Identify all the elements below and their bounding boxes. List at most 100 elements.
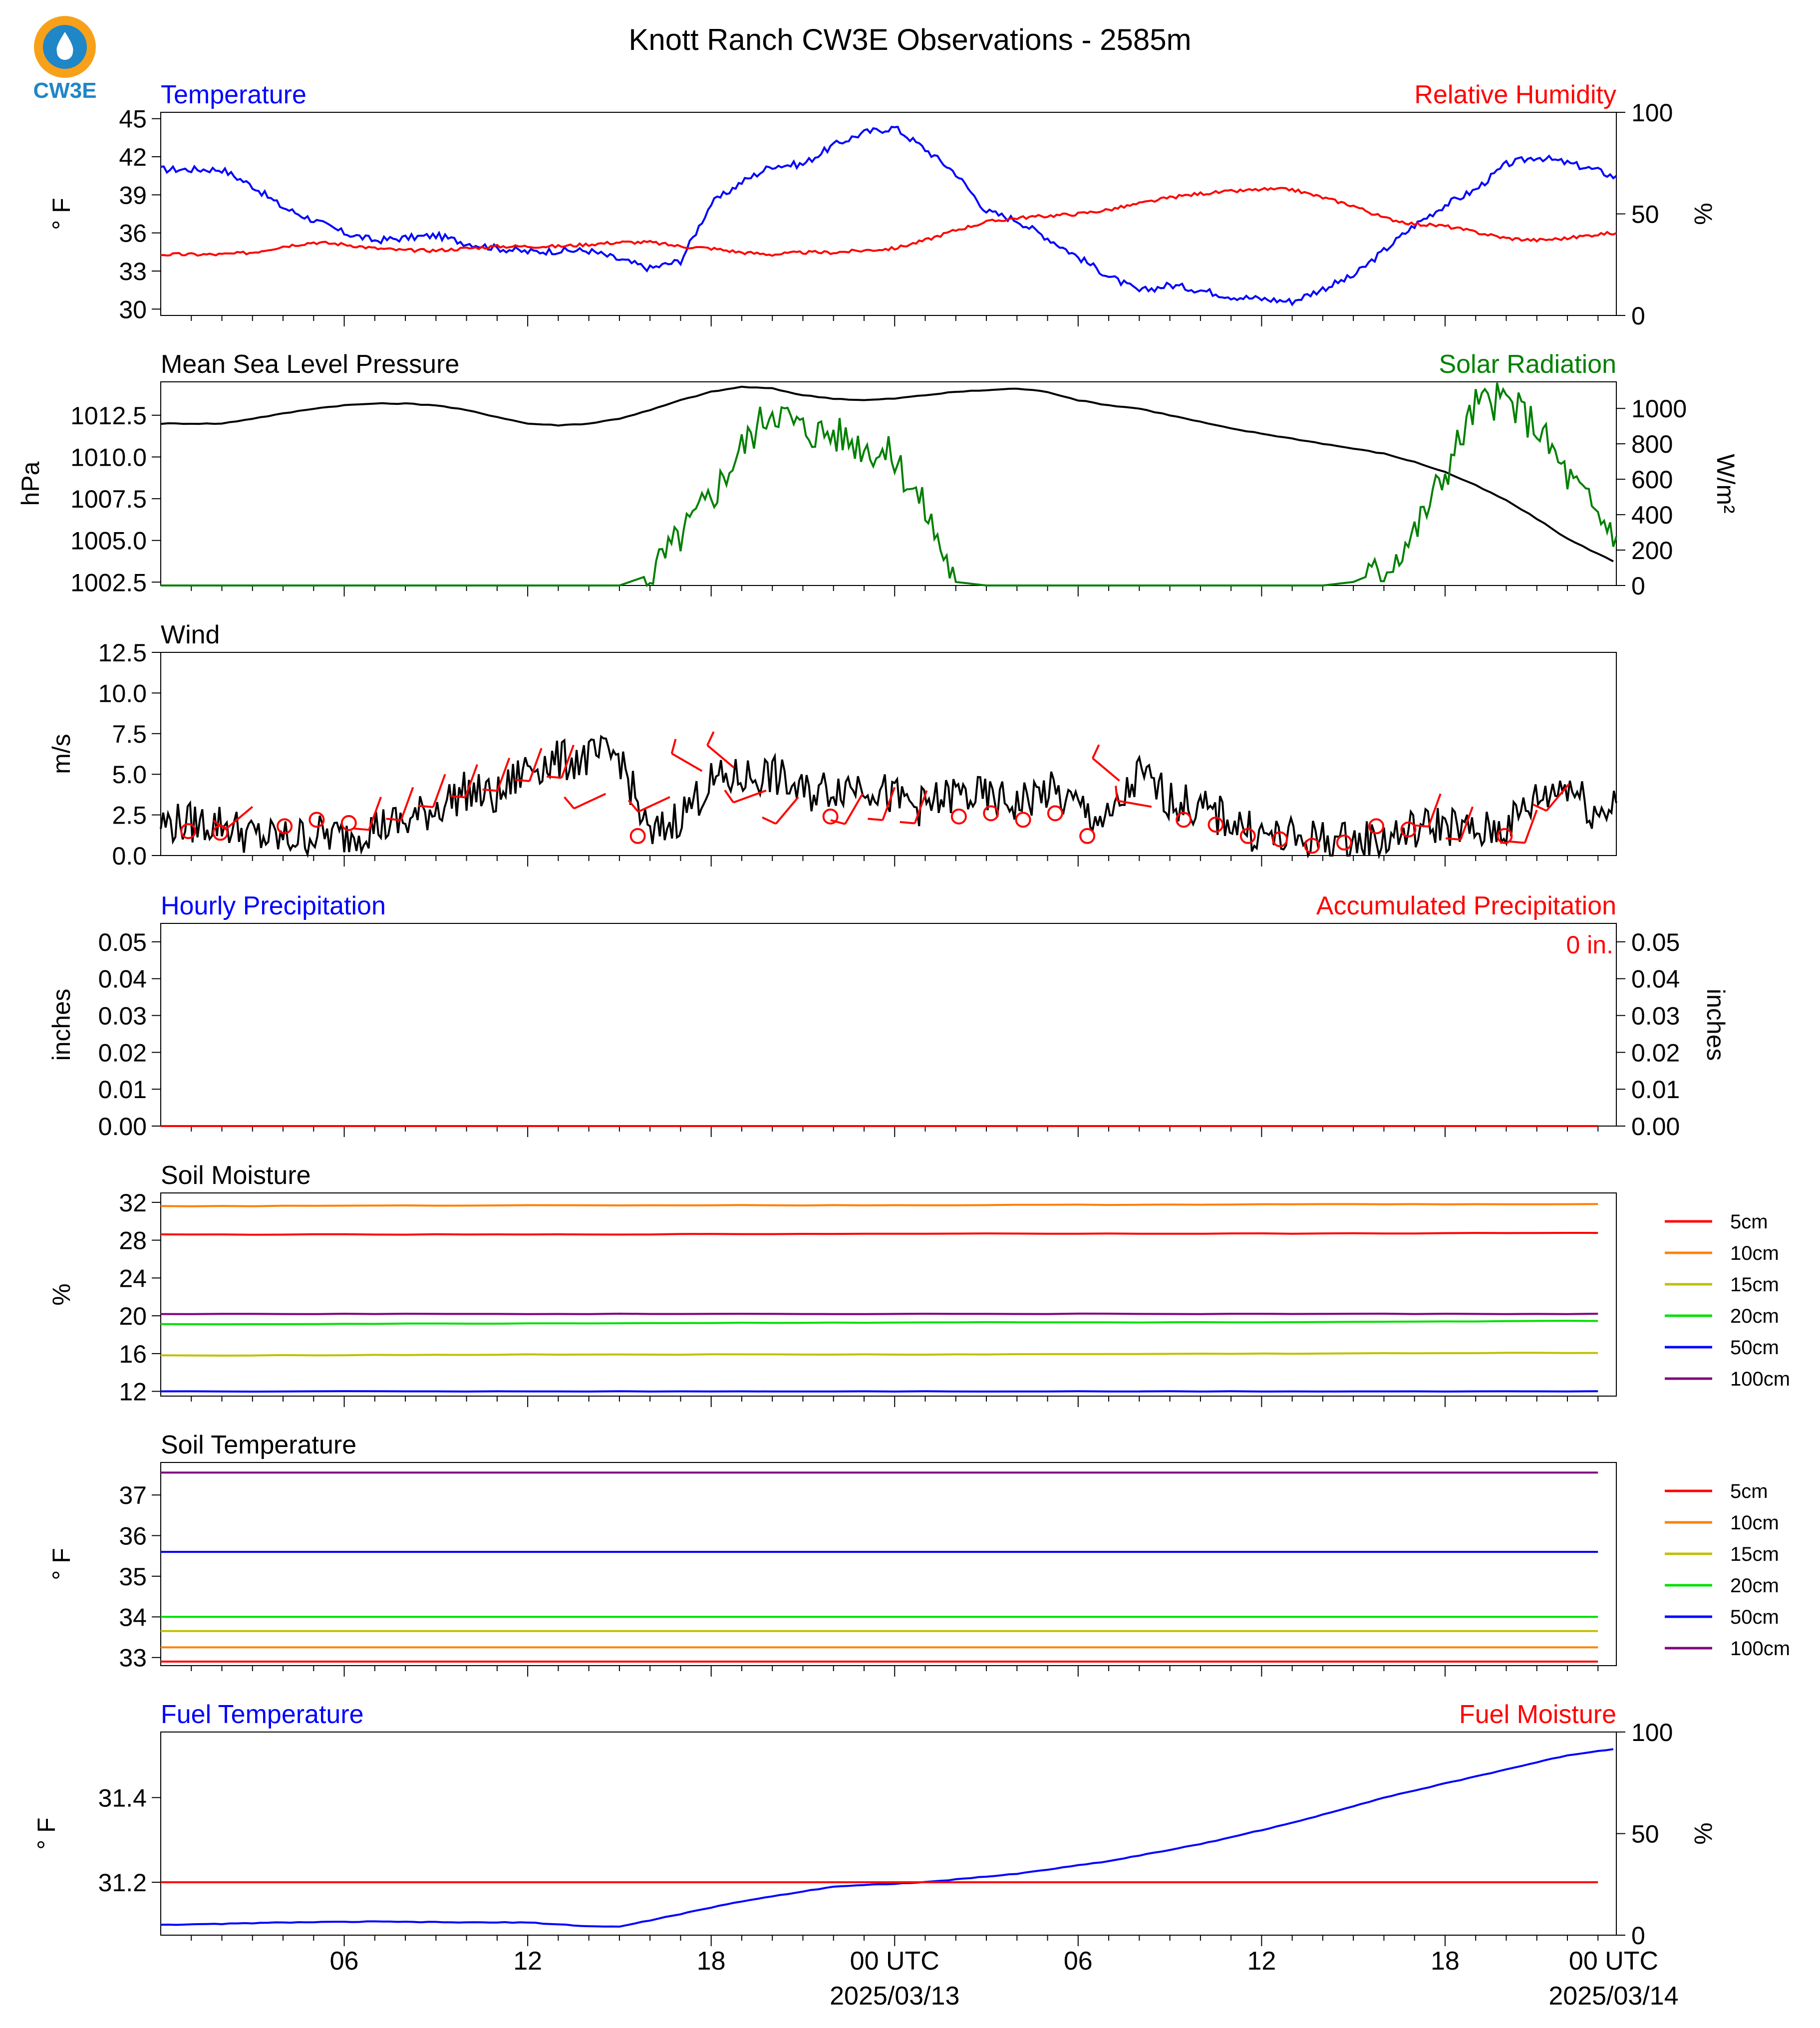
y-right-tick-label: 1000	[1631, 395, 1687, 423]
y-axis-label: ° F	[32, 1817, 60, 1849]
plot-frame	[160, 381, 1617, 586]
x-tick-label: 06	[1064, 1947, 1093, 1976]
series-line-15cm	[160, 1352, 1598, 1357]
wind-barb-shaft	[671, 752, 703, 772]
series-line-solar-radiation	[161, 382, 1617, 587]
wind-barb-flag	[213, 820, 227, 830]
wind-barb-calm	[1047, 805, 1063, 822]
wind-barb-flag	[706, 731, 715, 746]
wind-barb-flag	[830, 819, 846, 825]
accumulated-precip-annotation: 0 in.	[1566, 931, 1613, 959]
wind-barb-flag	[900, 821, 915, 825]
panel-precip: Hourly Precipitation Accumulated Precipit…	[47, 891, 1730, 1141]
wind-barb-calm	[277, 818, 293, 835]
wind-barb-calm	[1368, 818, 1385, 835]
panel-wind: Wind 0.0 2.5 5.0 7.5 10.0 12.5 m/s	[47, 620, 1617, 870]
wind-barb-calm	[1400, 821, 1417, 838]
cw3e-logo: CW3E	[33, 16, 97, 103]
y-axis-label-right: %	[1689, 1822, 1717, 1844]
panel-title-right: Solar Radiation	[1439, 350, 1616, 379]
series-line-relative-humidity	[160, 187, 1617, 257]
x-tick-label: 00 UTC	[850, 1947, 939, 1976]
y-tick-label: 0.00	[98, 1113, 147, 1141]
y-axis-label: hPa	[16, 461, 44, 506]
wind-barb-shaft	[368, 797, 382, 831]
y-tick-label: 33	[119, 1644, 147, 1672]
wind-barb-calm	[1336, 834, 1352, 851]
wind-barb-calm	[1208, 817, 1224, 833]
panel-title-left: Hourly Precipitation	[161, 891, 386, 920]
wind-barb-shaft	[496, 757, 511, 792]
wind-barb-flag	[354, 827, 369, 831]
y-tick-label: 0.0	[112, 842, 147, 870]
y-right-tick-label: 400	[1631, 501, 1673, 529]
y-tick-label: 7.5	[112, 720, 147, 748]
wind-barb-calm	[340, 815, 357, 831]
legend-label: 50cm	[1730, 1606, 1779, 1628]
x-date-label: 2025/03/14	[1548, 1982, 1678, 2011]
y-tick-label: 1012.5	[70, 402, 147, 430]
wind-barb-flag	[514, 779, 530, 782]
wind-barb-shaft	[225, 806, 254, 830]
wind-barb-flag	[1510, 841, 1525, 844]
y-axis-label-right: W/m²	[1712, 454, 1740, 513]
y-right-tick-label: 0.04	[1631, 965, 1680, 993]
legend-label: 5cm	[1730, 1211, 1768, 1233]
panel-title-left: Temperature	[161, 80, 306, 109]
wind-barb-shaft	[775, 796, 799, 825]
y-tick-label: 0.01	[98, 1076, 147, 1104]
wind-barb-calm	[1079, 828, 1096, 844]
wind-barb-calm	[1176, 812, 1192, 828]
wind-barb-flag	[762, 816, 777, 825]
y-tick-label: 1007.5	[70, 485, 147, 513]
y-tick-label: 12	[119, 1378, 147, 1406]
wind-barb-flag	[482, 788, 498, 792]
legend-label: 5cm	[1730, 1480, 1768, 1502]
y-tick-label: 0.03	[98, 1002, 147, 1030]
wind-barb-flag	[1115, 786, 1118, 801]
legend-label: 100cm	[1730, 1368, 1790, 1390]
wind-barb-shaft	[574, 793, 607, 810]
panel-title-right: Fuel Moisture	[1459, 1700, 1616, 1729]
cw3e-drop-logo-icon	[56, 32, 73, 60]
y-tick-label: 32	[119, 1189, 147, 1217]
y-tick-label: 1010.0	[70, 443, 147, 471]
y-right-tick-label: 0	[1631, 302, 1645, 330]
y-right-tick-label: 0	[1631, 1922, 1645, 1950]
wind-barb-calm	[1497, 828, 1513, 844]
series-line-5cm	[160, 1231, 1598, 1236]
plot-frame	[160, 1192, 1617, 1397]
legend-label: 10cm	[1730, 1512, 1779, 1534]
y-right-tick-label: 600	[1631, 466, 1673, 494]
legend-label: 100cm	[1730, 1638, 1790, 1660]
y-tick-label: 33	[119, 258, 147, 286]
logo-text: CW3E	[33, 78, 96, 103]
wind-barb-calm	[629, 828, 646, 844]
wind-barb-calm	[1272, 831, 1288, 848]
y-tick-label: 42	[119, 143, 147, 171]
panel-pressure_solar: Mean Sea Level Pressure Solar Radiation 10…	[16, 350, 1740, 600]
y-tick-label: 0.05	[98, 928, 147, 956]
y-tick-label: 1002.5	[70, 569, 147, 596]
y-tick-label: 37	[119, 1481, 147, 1509]
wind-barb-calm	[822, 808, 839, 825]
wind-barb-flag	[386, 818, 401, 822]
panel-title-left: Soil Temperature	[161, 1431, 356, 1459]
y-right-tick-label: 0	[1631, 572, 1645, 600]
wind-barb-shaft	[1427, 793, 1442, 827]
y-right-tick-label: 100	[1631, 99, 1673, 127]
y-tick-label: 35	[119, 1563, 147, 1591]
y-tick-label: 5.0	[112, 761, 147, 789]
y-tick-label: 34	[119, 1603, 147, 1631]
x-tick-label: 18	[1431, 1947, 1460, 1976]
x-tick-label: 06	[330, 1947, 359, 1976]
wind-barb-flag	[1446, 837, 1461, 841]
wind-barb-calm	[1304, 838, 1320, 854]
wind-barb-shaft	[561, 744, 575, 779]
y-axis-label: inches	[47, 989, 75, 1061]
wind-barb-shaft	[464, 764, 478, 798]
figure-title: Knott Ranch CW3E Observations - 2585m	[628, 23, 1191, 56]
wind-barb-flag	[1413, 824, 1429, 828]
y-right-tick-label: 0.03	[1631, 1002, 1680, 1030]
